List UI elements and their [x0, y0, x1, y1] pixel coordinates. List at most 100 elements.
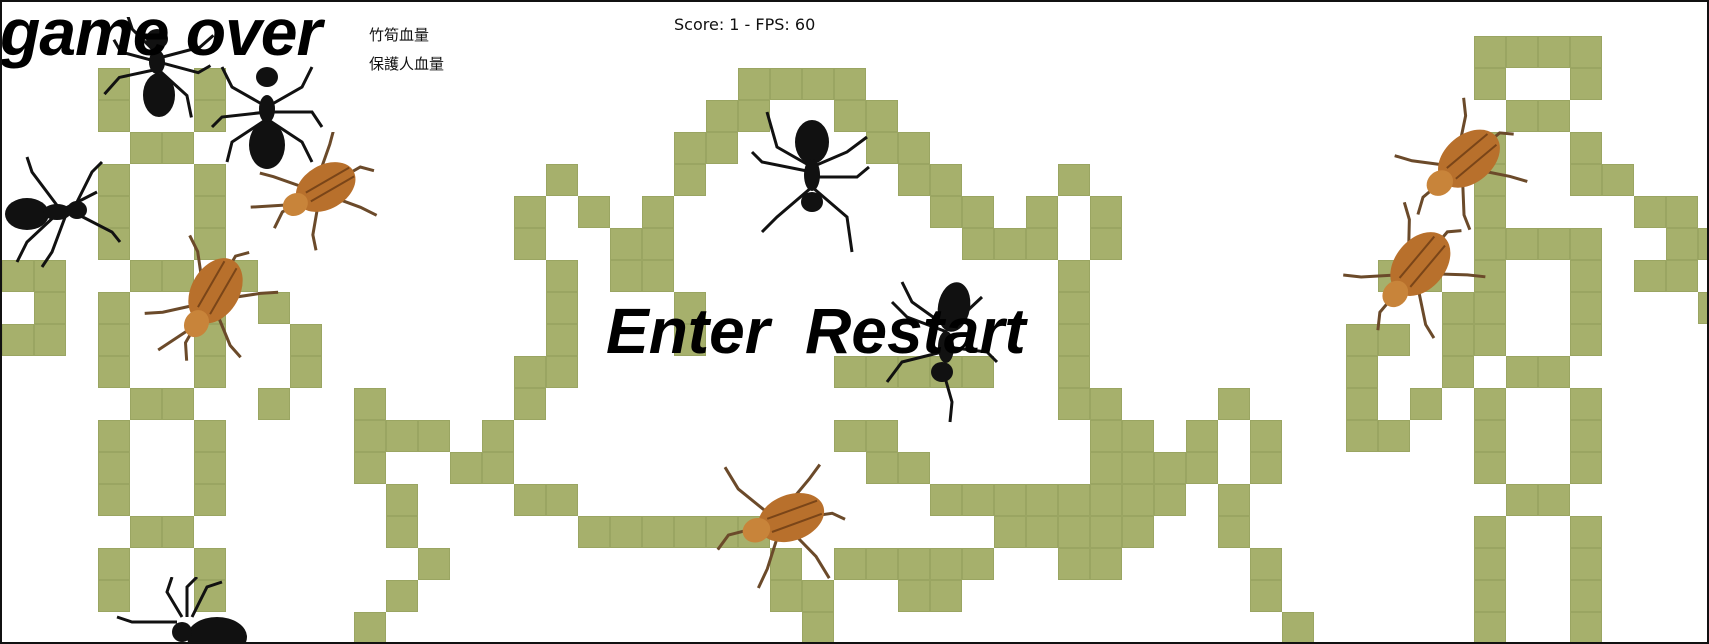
maze-wall-tile — [1090, 196, 1122, 228]
maze-wall-tile — [1506, 228, 1538, 260]
maze-wall-tile — [1250, 580, 1282, 612]
maze-wall-tile — [1154, 484, 1186, 516]
maze-wall-tile — [194, 356, 226, 388]
maze-wall-tile — [1154, 452, 1186, 484]
maze-wall-tile — [1570, 516, 1602, 548]
ant-enemy — [103, 17, 215, 118]
maze-wall-tile — [1474, 548, 1506, 580]
maze-wall-tile — [1090, 420, 1122, 452]
maze-wall-tile — [482, 452, 514, 484]
maze-wall-tile — [98, 484, 130, 516]
maze-wall-tile — [1474, 388, 1506, 420]
maze-wall-tile — [1346, 420, 1378, 452]
maze-wall-tile — [194, 324, 226, 356]
maze-wall-tile — [1474, 452, 1506, 484]
maze-wall-tile — [2, 260, 34, 292]
maze-wall-tile — [1090, 388, 1122, 420]
maze-wall-tile — [1506, 484, 1538, 516]
maze-wall-tile — [1474, 324, 1506, 356]
maze-wall-tile — [898, 132, 930, 164]
maze-wall-tile — [1122, 452, 1154, 484]
maze-wall-tile — [1474, 36, 1506, 68]
maze-wall-tile — [802, 68, 834, 100]
maze-wall-tile — [1378, 324, 1410, 356]
maze-wall-tile — [386, 420, 418, 452]
maze-wall-tile — [1122, 420, 1154, 452]
maze-wall-tile — [1538, 36, 1570, 68]
maze-wall-tile — [258, 388, 290, 420]
maze-wall-tile — [770, 68, 802, 100]
maze-wall-tile — [1474, 260, 1506, 292]
maze-wall-tile — [98, 292, 130, 324]
weevil-enemy — [1343, 202, 1486, 339]
maze-wall-tile — [514, 356, 546, 388]
maze-wall-tile — [674, 132, 706, 164]
maze-wall-tile — [34, 324, 66, 356]
maze-wall-tile — [1250, 420, 1282, 452]
maze-wall-tile — [130, 388, 162, 420]
maze-wall-tile — [1122, 484, 1154, 516]
maze-wall-tile — [1026, 196, 1058, 228]
maze-wall-tile — [1058, 292, 1090, 324]
maze-wall-tile — [1058, 164, 1090, 196]
maze-wall-tile — [98, 356, 130, 388]
score-fps-readout: Score: 1 - FPS: 60 — [674, 15, 816, 34]
maze-wall-tile — [194, 100, 226, 132]
maze-wall-tile — [1474, 612, 1506, 642]
maze-wall-tile — [770, 580, 802, 612]
maze-wall-tile — [1058, 548, 1090, 580]
maze-wall-tile — [1538, 228, 1570, 260]
maze-wall-tile — [834, 420, 866, 452]
maze-wall-tile — [1570, 68, 1602, 100]
maze-wall-tile — [610, 516, 642, 548]
maze-wall-tile — [98, 548, 130, 580]
maze-wall-tile — [1474, 228, 1506, 260]
maze-wall-tile — [194, 548, 226, 580]
maze-wall-tile — [514, 228, 546, 260]
maze-wall-tile — [546, 292, 578, 324]
restart-prompt: Enter Restart — [606, 295, 1026, 367]
maze-wall-tile — [898, 164, 930, 196]
ant-enemy — [750, 111, 870, 253]
maze-wall-tile — [1474, 580, 1506, 612]
maze-wall-tile — [98, 100, 130, 132]
ant-enemy — [116, 577, 247, 642]
maze-wall-tile — [1602, 164, 1634, 196]
maze-wall-tile — [1570, 452, 1602, 484]
maze-wall-tile — [98, 68, 130, 100]
maze-wall-tile — [834, 68, 866, 100]
maze-wall-tile — [34, 260, 66, 292]
maze-wall-tile — [1570, 612, 1602, 642]
maze-wall-tile — [354, 388, 386, 420]
maze-wall-tile — [578, 516, 610, 548]
maze-wall-tile — [1474, 68, 1506, 100]
maze-wall-tile — [802, 612, 834, 642]
maze-wall-tile — [674, 324, 706, 356]
maze-wall-tile — [1218, 516, 1250, 548]
maze-wall-tile — [34, 292, 66, 324]
weevil-enemy — [250, 132, 378, 251]
maze-wall-tile — [866, 100, 898, 132]
maze-wall-tile — [1346, 356, 1378, 388]
maze-wall-tile — [1058, 516, 1090, 548]
maze-wall-tile — [1570, 580, 1602, 612]
maze-wall-tile — [866, 356, 898, 388]
maze-wall-tile — [98, 452, 130, 484]
maze-wall-tile — [962, 548, 994, 580]
maze-wall-tile — [98, 196, 130, 228]
maze-wall-tile — [482, 420, 514, 452]
maze-wall-tile — [1058, 260, 1090, 292]
maze-wall-tile — [930, 196, 962, 228]
maze-wall-tile — [1538, 356, 1570, 388]
weevil-enemy — [1394, 97, 1528, 231]
maze-wall-tile — [162, 260, 194, 292]
game-over-message: game over — [0, 0, 322, 69]
maze-wall-tile — [130, 132, 162, 164]
maze-wall-tile — [1090, 228, 1122, 260]
maze-wall-tile — [1506, 100, 1538, 132]
maze-wall-tile — [930, 484, 962, 516]
maze-wall-tile — [994, 516, 1026, 548]
maze-wall-tile — [994, 228, 1026, 260]
maze-wall-tile — [642, 228, 674, 260]
